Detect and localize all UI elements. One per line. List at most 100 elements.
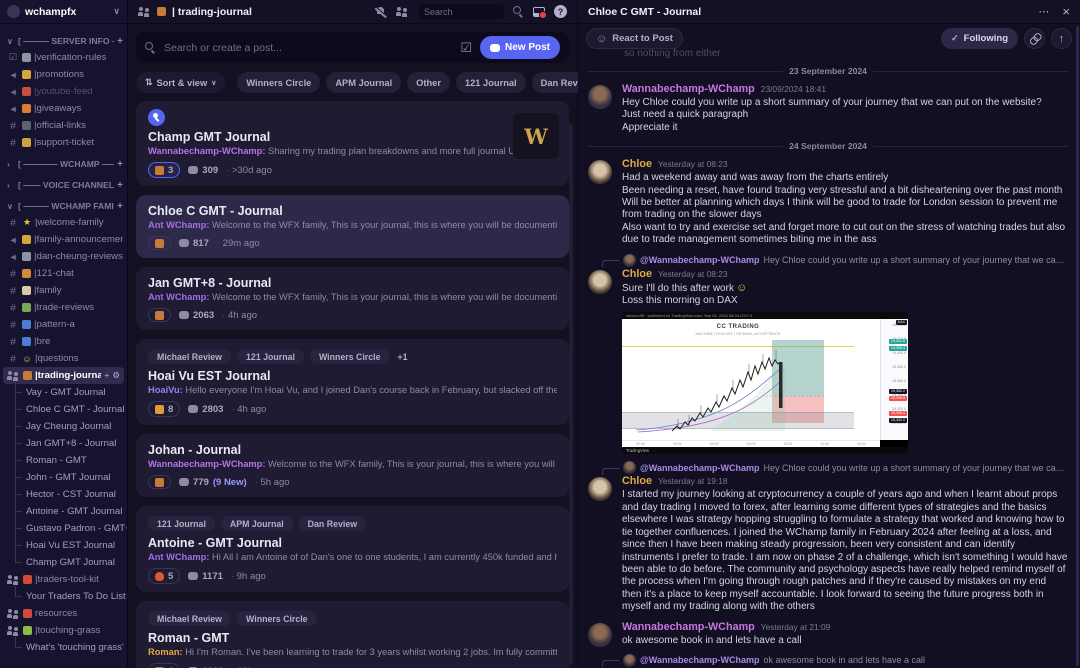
sidebar-channel-promotions[interactable]: ◀) |promotions [0, 66, 127, 83]
message-author[interactable]: Wannabechamp-WChamp [622, 620, 755, 633]
filter-tag-winners-circle[interactable]: Winners Circle [237, 72, 321, 93]
sidebar-channel-trade-reviews[interactable]: # |trade-reviews [0, 299, 127, 316]
post-card-johan[interactable]: Johan - Journal Wannabechamp-WChamp: Wel… [136, 434, 569, 497]
server-name: wchampfx [25, 5, 77, 18]
filter-tag-other[interactable]: Other [407, 72, 450, 93]
add-channel-button[interactable]: + [117, 158, 123, 170]
sidebar-thread-vay[interactable]: Vay - GMT Journal [15, 384, 127, 401]
reaction-pill[interactable] [148, 308, 171, 322]
sidebar-category-voice-channels[interactable]: › [ —— VOICE CHANNELS —— ]+ [0, 172, 127, 193]
sidebar-category-wchamp-family[interactable]: ∨ [ ——— WCHAMP FAMILY ——… ]+ [0, 193, 127, 214]
jump-to-top-button[interactable]: ↑ [1051, 28, 1072, 49]
avatar[interactable] [588, 622, 612, 647]
message-author[interactable]: Chloe [622, 267, 652, 280]
reaction-pill[interactable] [148, 236, 171, 250]
filter-tag-121-journal[interactable]: 121 Journal [455, 72, 526, 93]
avatar[interactable] [588, 477, 612, 502]
sidebar-thread-champ[interactable]: Champ GMT Journal [15, 554, 127, 571]
inbox-icon[interactable] [533, 6, 547, 19]
gear-icon[interactable]: ⚙ [112, 370, 120, 380]
sidebar-thread-antoine[interactable]: Antoine - GMT Journal [15, 503, 127, 520]
sidebar-channel-traders-tool-kit[interactable]: |traders-tool-kit [0, 571, 127, 588]
add-channel-button[interactable]: + [117, 35, 123, 47]
help-icon[interactable]: ? [554, 5, 567, 18]
post-card-roman[interactable]: Michael Review Winners Circle Roman - GM… [136, 601, 569, 668]
sidebar-thread-jay[interactable]: Jay Cheung Journal [15, 418, 127, 435]
reaction-pill[interactable]: 8 [148, 401, 181, 417]
close-icon[interactable]: × [1062, 4, 1070, 19]
message-author[interactable]: Chloe [622, 475, 652, 488]
quick-search-input[interactable] [418, 4, 504, 19]
sidebar-channel-welcome-family[interactable]: # ★ |welcome-family [0, 214, 127, 231]
sidebar-category-wchamp[interactable]: › [ ———— WCHAMP ———— ]+ [0, 151, 127, 172]
sidebar-channel-giveaways[interactable]: ◀) |giveaways [0, 100, 127, 117]
filter-tag-apm-journal[interactable]: APM Journal [326, 72, 402, 93]
post-card-jan[interactable]: Jan GMT+8 - Journal Ant WChamp: Welcome … [136, 267, 569, 330]
notifications-muted-icon[interactable] [375, 6, 387, 18]
reply-context[interactable]: @Wannabechamp-WChamp Hey Chloe could you… [602, 461, 1068, 475]
post-card-chloe[interactable]: Chloe C GMT - Journal Ant WChamp: Welcom… [136, 195, 569, 258]
sidebar-thread-hoai-vu[interactable]: Hoai Vu EST Journal [15, 537, 127, 554]
message-author[interactable]: Wannabechamp-WChamp [622, 83, 755, 95]
reaction-pill[interactable]: 4 [148, 663, 181, 668]
slight-smile-emoji[interactable]: ☺ [735, 281, 748, 294]
sidebar-channel-121-chat[interactable]: # |121-chat [0, 265, 127, 282]
reaction-pill[interactable] [148, 475, 171, 489]
sidebar-thread-chloe[interactable]: Chloe C GMT - Journal [15, 401, 127, 418]
sidebar-category-server-info[interactable]: ∨ [ ——— SERVER INFO ——— ]+ [0, 28, 127, 49]
sidebar-thread-jan[interactable]: Jan GMT+8 - Journal [15, 435, 127, 452]
reply-context[interactable]: @Wannabechamp-WChamp Hey Chloe could you… [602, 253, 1068, 268]
react-to-post-button[interactable]: ☺ React to Post [586, 28, 683, 49]
chart-image-attachment[interactable]: chloecc98 · published on TradingView.com… [622, 312, 908, 455]
forum-scrollbar[interactable] [569, 124, 573, 664]
sidebar-channel-resources[interactable]: resources [0, 605, 127, 622]
following-button[interactable]: ✓ Following [941, 28, 1018, 49]
thread-scrollbar[interactable] [1076, 26, 1079, 666]
sort-and-view-button[interactable]: ⇅ Sort & view ∨ [136, 72, 226, 93]
member-list-icon[interactable] [396, 6, 409, 17]
sidebar-channel-pattern-a[interactable]: # |pattern-a [0, 316, 127, 333]
message-author[interactable]: Chloe [622, 158, 652, 171]
sidebar-channel-official-links[interactable]: # |official-links [0, 117, 127, 134]
reaction-pill[interactable]: 3 [148, 162, 181, 178]
avatar[interactable] [588, 85, 612, 109]
post-card-hoai-vu[interactable]: Michael Review 121 Journal Winners Circl… [136, 339, 569, 425]
sidebar-channel-dan-cheung-reviews[interactable]: ◀) |dan-cheung-reviews [0, 248, 127, 265]
new-post-button[interactable]: New Post [479, 36, 560, 59]
sidebar-channel-family[interactable]: # |family [0, 282, 127, 299]
sidebar-channel-bre[interactable]: # |bre [0, 333, 127, 350]
announcement-channel-icon: ◀) [10, 71, 16, 79]
server-header[interactable]: wchampfx ∨ [0, 0, 128, 23]
sidebar-channel-verification-rules[interactable]: ☑ |verification-rules [0, 49, 127, 66]
reply-context[interactable]: @Wannabechamp-WChamp ok awesome book in … [602, 653, 1068, 668]
sidebar-thread-touching-grass[interactable]: What's 'touching grass' [15, 639, 127, 656]
avatar[interactable] [588, 269, 612, 294]
copy-link-button[interactable] [1024, 28, 1045, 49]
more-options-icon[interactable]: ⋯ [1038, 6, 1051, 18]
sidebar-thread-gustavo[interactable]: Gustavo Padron - GMT+… [15, 520, 127, 537]
reply-mention[interactable]: @Wannabechamp-WChamp [640, 255, 760, 266]
reaction-pill[interactable]: 5 [148, 568, 181, 584]
reply-mention[interactable]: @Wannabechamp-WChamp [640, 462, 760, 473]
sidebar-channel-questions[interactable]: # ☺ |questions [0, 350, 127, 367]
add-channel-button[interactable]: + [117, 179, 123, 191]
add-channel-button[interactable]: + [117, 200, 123, 212]
sidebar-channel-touching-grass[interactable]: |touching-grass [0, 622, 127, 639]
search-icon[interactable] [513, 6, 524, 17]
forum-search-input[interactable] [164, 41, 453, 54]
sidebar-channel-trading-journal[interactable]: |trading-journal + ⚙ [3, 367, 124, 384]
sidebar-thread-hector[interactable]: Hector - CST Journal [15, 486, 127, 503]
sidebar-thread-todo-list[interactable]: Your Traders To Do List [15, 588, 127, 605]
sidebar-channel-support-ticket[interactable]: # |support-ticket [0, 134, 127, 151]
forum-channel-icon [7, 625, 20, 636]
post-card-antoine[interactable]: 121 Journal APM Journal Dan Review Antoi… [136, 506, 569, 592]
avatar[interactable] [588, 160, 612, 185]
post-card-champ[interactable]: W Champ GMT Journal Wannabechamp-WChamp:… [136, 101, 569, 186]
sidebar-thread-john[interactable]: John - GMT Journal [15, 469, 127, 486]
invite-members-icon[interactable]: + [104, 370, 110, 380]
sidebar-thread-roman[interactable]: Roman - GMT [15, 452, 127, 469]
select-posts-icon[interactable]: ☑ [460, 39, 472, 55]
sidebar-channel-family-announcement[interactable]: ◀) |family-announcement [0, 231, 127, 248]
reply-mention[interactable]: @Wannabechamp-WChamp [640, 655, 760, 666]
sidebar-channel-youtube-feed[interactable]: ◀) |youtube-feed [0, 83, 127, 100]
